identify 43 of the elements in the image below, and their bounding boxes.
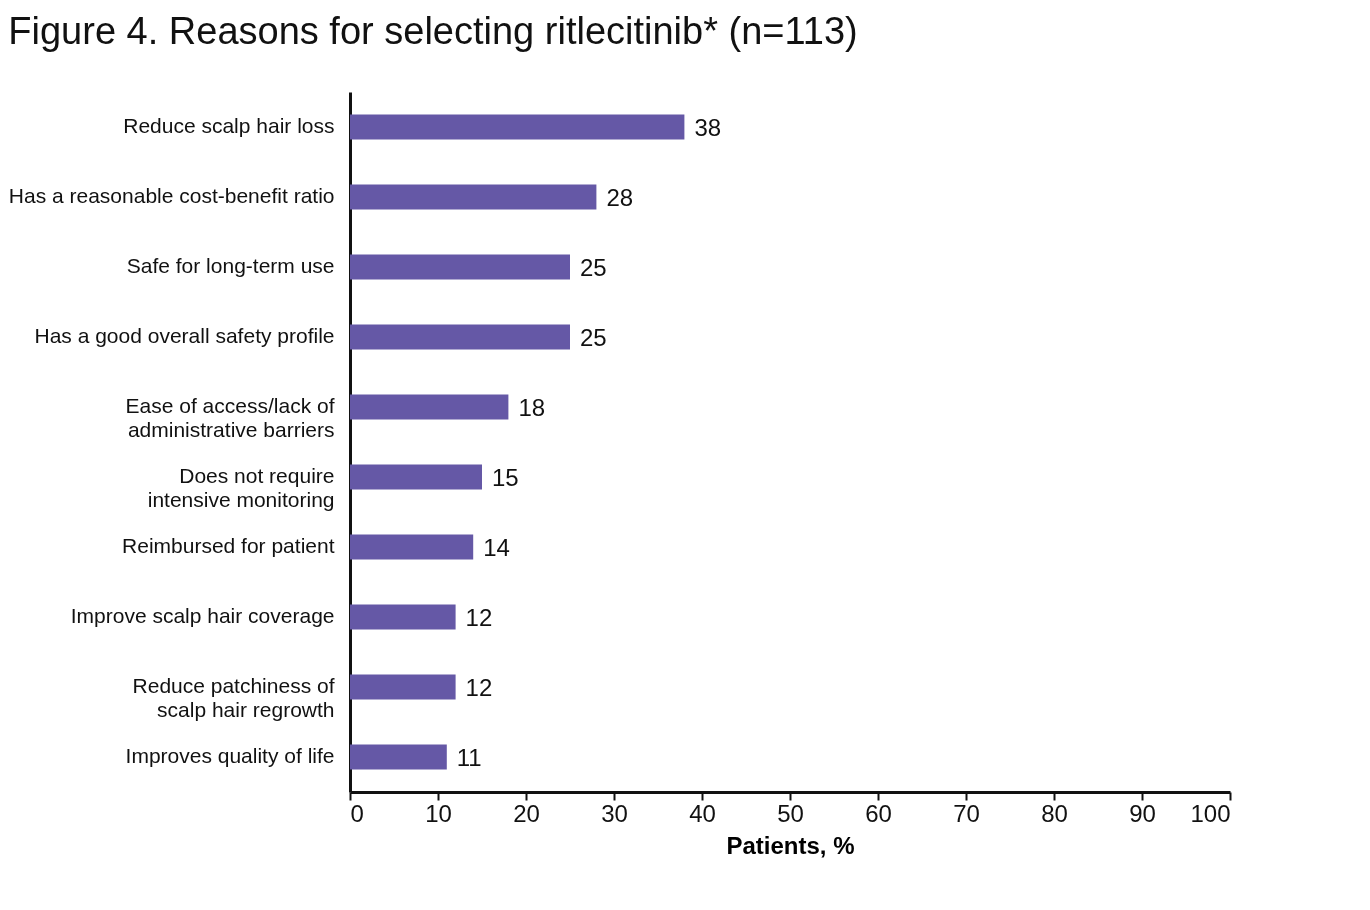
data-label: 15 [492,464,519,491]
data-label: 25 [580,254,607,281]
x-tick-label: 40 [689,799,716,827]
y-tick-label: Improve scalp hair coverage [70,604,335,627]
bar [350,184,597,210]
data-label: 18 [518,394,546,421]
data-label: 38 [694,114,722,141]
data-label: 28 [606,184,634,211]
bar [350,604,456,630]
chart-title: Figure 4. Reasons for selecting ritlecitinib* (n=113) [8,10,858,52]
x-tick-label: 50 [777,799,804,827]
bar [350,464,482,490]
data-label: 12 [465,674,493,701]
x-tick-label: 80 [1041,799,1068,827]
y-tick-label: Safe for long-term use [126,254,335,277]
x-tick-label: 10 [425,799,452,827]
x-tick-label: 100 [1190,799,1231,827]
y-tick-label: Does not require intensive monitoring [147,464,335,511]
x-axis-title: Patients, % [726,831,855,859]
data-label: 12 [465,604,493,631]
y-tick-label: Ease of access/lack of administrative barriers [125,394,335,441]
y-tick-label: Reimbursed for patient [122,534,335,557]
y-tick-label: Has a good overall safety profile [34,324,335,347]
x-tick-label: 20 [513,799,540,827]
x-tick-label: 30 [601,799,628,827]
x-tick-label: 70 [953,799,980,827]
y-tick-label: Has a reasonable cost-benefit ratio [8,184,335,207]
data-label: 14 [483,534,510,561]
bar [350,394,509,420]
y-tick-label: Reduce patchiness of scalp hair regrowth [132,674,335,721]
data-label: 25 [580,324,607,351]
x-tick-label: 90 [1129,799,1156,827]
bar [350,254,570,280]
y-tick-label: Improves quality of life [125,744,335,767]
bar [350,744,447,770]
x-tick-label: 60 [865,799,892,827]
bar [350,324,570,350]
bar [350,534,474,560]
x-tick-label: 0 [350,799,364,827]
y-tick-label: Reduce scalp hair loss [123,114,335,137]
bar [350,114,685,140]
bar [350,674,456,700]
data-label: 11 [456,744,482,771]
